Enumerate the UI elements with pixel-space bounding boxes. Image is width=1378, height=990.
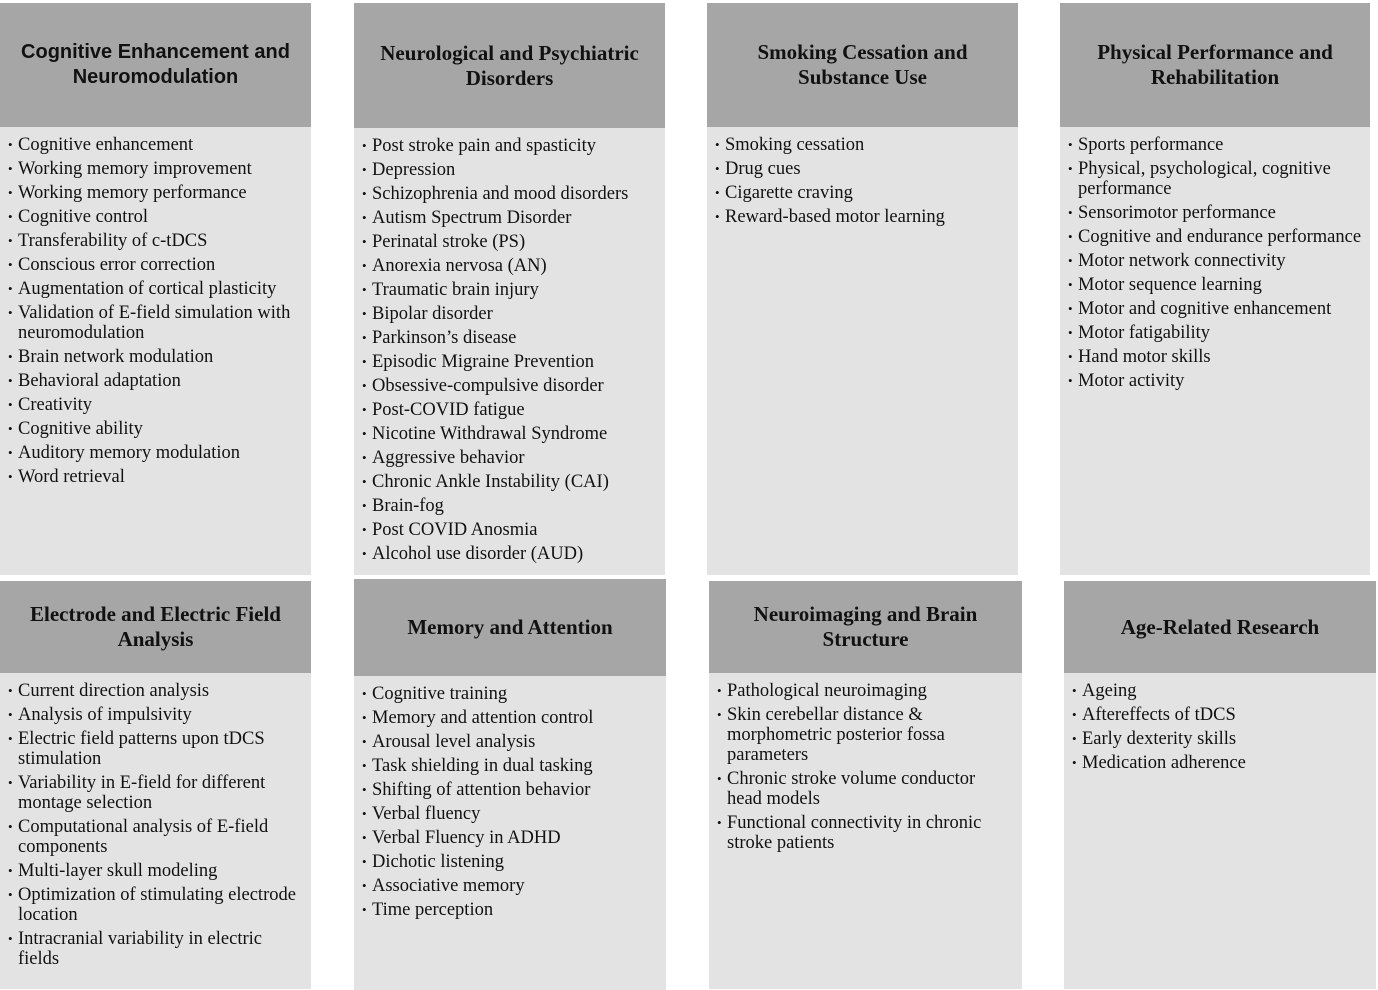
list-item: Post COVID Anosmia: [362, 520, 657, 540]
list-item: Behavioral adaptation: [8, 371, 303, 391]
category-panel: Neuroimaging and Brain StructurePatholog…: [709, 581, 1022, 989]
list-item: Chronic stroke volume conductor head mod…: [717, 769, 1014, 809]
list-item: Motor activity: [1068, 371, 1362, 391]
list-item: Perinatal stroke (PS): [362, 232, 657, 252]
list-item: Skin cerebellar distance & morphometric …: [717, 705, 1014, 765]
panel-title: Neurological and Psychiatric Disorders: [354, 3, 665, 128]
item-list: Ageing Aftereffects of tDCS Early dexterit…: [1064, 673, 1376, 773]
list-item: Shifting of attention behavior: [362, 780, 658, 800]
panel-title: Cognitive Enhancement and Neuromodulatio…: [0, 3, 311, 127]
list-item: Associative memory: [362, 876, 658, 896]
list-item: Auditory memory modulation: [8, 443, 303, 463]
category-panel: Cognitive Enhancement and Neuromodulatio…: [0, 3, 311, 575]
list-item: Chronic Ankle Instability (CAI): [362, 472, 657, 492]
list-item: Working memory improvement: [8, 159, 303, 179]
panel-title: Memory and Attention: [354, 579, 666, 676]
list-item: Hand motor skills: [1068, 347, 1362, 367]
category-panel: Memory and Attention Cognitive training Me…: [354, 579, 666, 990]
list-item: Physical, psychological, cognitive perfo…: [1068, 159, 1362, 199]
category-panel: Smoking Cessation and Substance UseSmoki…: [707, 3, 1018, 575]
item-list: Smoking cessation Drug cues Cigarette crav…: [707, 127, 1018, 227]
list-item: Brain network modulation: [8, 347, 303, 367]
item-list: Current direction analysis Analysis of im…: [0, 673, 311, 969]
list-item: Cognitive training: [362, 684, 658, 704]
list-item: Verbal Fluency in ADHD: [362, 828, 658, 848]
list-item: Motor and cognitive enhancement: [1068, 299, 1362, 319]
list-item: Memory and attention control: [362, 708, 658, 728]
list-item: Motor fatigability: [1068, 323, 1362, 343]
list-item: Post-COVID fatigue: [362, 400, 657, 420]
list-item: Motor sequence learning: [1068, 275, 1362, 295]
list-item: Pathological neuroimaging: [717, 681, 1014, 701]
list-item: Motor network connectivity: [1068, 251, 1362, 271]
list-item: Sensorimotor performance: [1068, 203, 1362, 223]
list-item: Creativity: [8, 395, 303, 415]
panel-title: Neuroimaging and Brain Structure: [709, 581, 1022, 673]
list-item: Aggressive behavior: [362, 448, 657, 468]
list-item: Parkinson’s disease: [362, 328, 657, 348]
list-item: Brain-fog: [362, 496, 657, 516]
list-item: Task shielding in dual tasking: [362, 756, 658, 776]
item-list: Pathological neuroimaging Skin cerebellar…: [709, 673, 1022, 853]
list-item: Verbal fluency: [362, 804, 658, 824]
panel-title: Age-Related Research: [1064, 581, 1376, 673]
list-item: Analysis of impulsivity: [8, 705, 303, 725]
list-item: Functional connectivity in chronic strok…: [717, 813, 1014, 853]
list-item: Post stroke pain and spasticity: [362, 136, 657, 156]
list-item: Cognitive ability: [8, 419, 303, 439]
list-item: Variability in E-field for different mon…: [8, 773, 303, 813]
list-item: Anorexia nervosa (AN): [362, 256, 657, 276]
list-item: Optimization of stimulating electrode lo…: [8, 885, 303, 925]
list-item: Obsessive-compulsive disorder: [362, 376, 657, 396]
list-item: Time perception: [362, 900, 658, 920]
panel-title: Smoking Cessation and Substance Use: [707, 3, 1018, 127]
list-item: Alcohol use disorder (AUD): [362, 544, 657, 564]
list-item: Intracranial variability in electric fie…: [8, 929, 303, 969]
list-item: Nicotine Withdrawal Syndrome: [362, 424, 657, 444]
category-panel: Neurological and Psychiatric DisordersPo…: [354, 3, 665, 575]
item-list: Cognitive enhancement Working memory impr…: [0, 127, 311, 487]
list-item: Autism Spectrum Disorder: [362, 208, 657, 228]
category-panel: Age-Related Research Ageing Aftereffects o…: [1064, 581, 1376, 989]
list-item: Drug cues: [715, 159, 1010, 179]
panel-title: Physical Performance and Rehabilitation: [1060, 3, 1370, 127]
list-item: Cognitive control: [8, 207, 303, 227]
list-item: Conscious error correction: [8, 255, 303, 275]
list-item: Medication adherence: [1072, 753, 1368, 773]
item-list: Cognitive training Memory and attention c…: [354, 676, 666, 920]
list-item: Current direction analysis: [8, 681, 303, 701]
list-item: Cigarette craving: [715, 183, 1010, 203]
list-item: Transferability of c-tDCS: [8, 231, 303, 251]
list-item: Cognitive enhancement: [8, 135, 303, 155]
list-item: Aftereffects of tDCS: [1072, 705, 1368, 725]
list-item: Dichotic listening: [362, 852, 658, 872]
list-item: Depression: [362, 160, 657, 180]
list-item: Cognitive and endurance performance: [1068, 227, 1362, 247]
list-item: Reward-based motor learning: [715, 207, 1010, 227]
list-item: Arousal level analysis: [362, 732, 658, 752]
list-item: Traumatic brain injury: [362, 280, 657, 300]
list-item: Bipolar disorder: [362, 304, 657, 324]
list-item: Augmentation of cortical plasticity: [8, 279, 303, 299]
list-item: Ageing: [1072, 681, 1368, 701]
list-item: Episodic Migraine Prevention: [362, 352, 657, 372]
item-list: Post stroke pain and spasticity Depressio…: [354, 128, 665, 564]
list-item: Schizophrenia and mood disorders: [362, 184, 657, 204]
list-item: Multi-layer skull modeling: [8, 861, 303, 881]
category-panel: Physical Performance and RehabilitationS…: [1060, 3, 1370, 575]
list-item: Working memory performance: [8, 183, 303, 203]
item-list: Sports performance Physical, psychologica…: [1060, 127, 1370, 391]
list-item: Early dexterity skills: [1072, 729, 1368, 749]
category-panel: Electrode and Electric Field AnalysisCur…: [0, 581, 311, 989]
list-item: Electric field patterns upon tDCS stimul…: [8, 729, 303, 769]
list-item: Smoking cessation: [715, 135, 1010, 155]
panel-title: Electrode and Electric Field Analysis: [0, 581, 311, 673]
list-item: Validation of E-field simulation with ne…: [8, 303, 303, 343]
list-item: Sports performance: [1068, 135, 1362, 155]
list-item: Computational analysis of E-field compon…: [8, 817, 303, 857]
list-item: Word retrieval: [8, 467, 303, 487]
